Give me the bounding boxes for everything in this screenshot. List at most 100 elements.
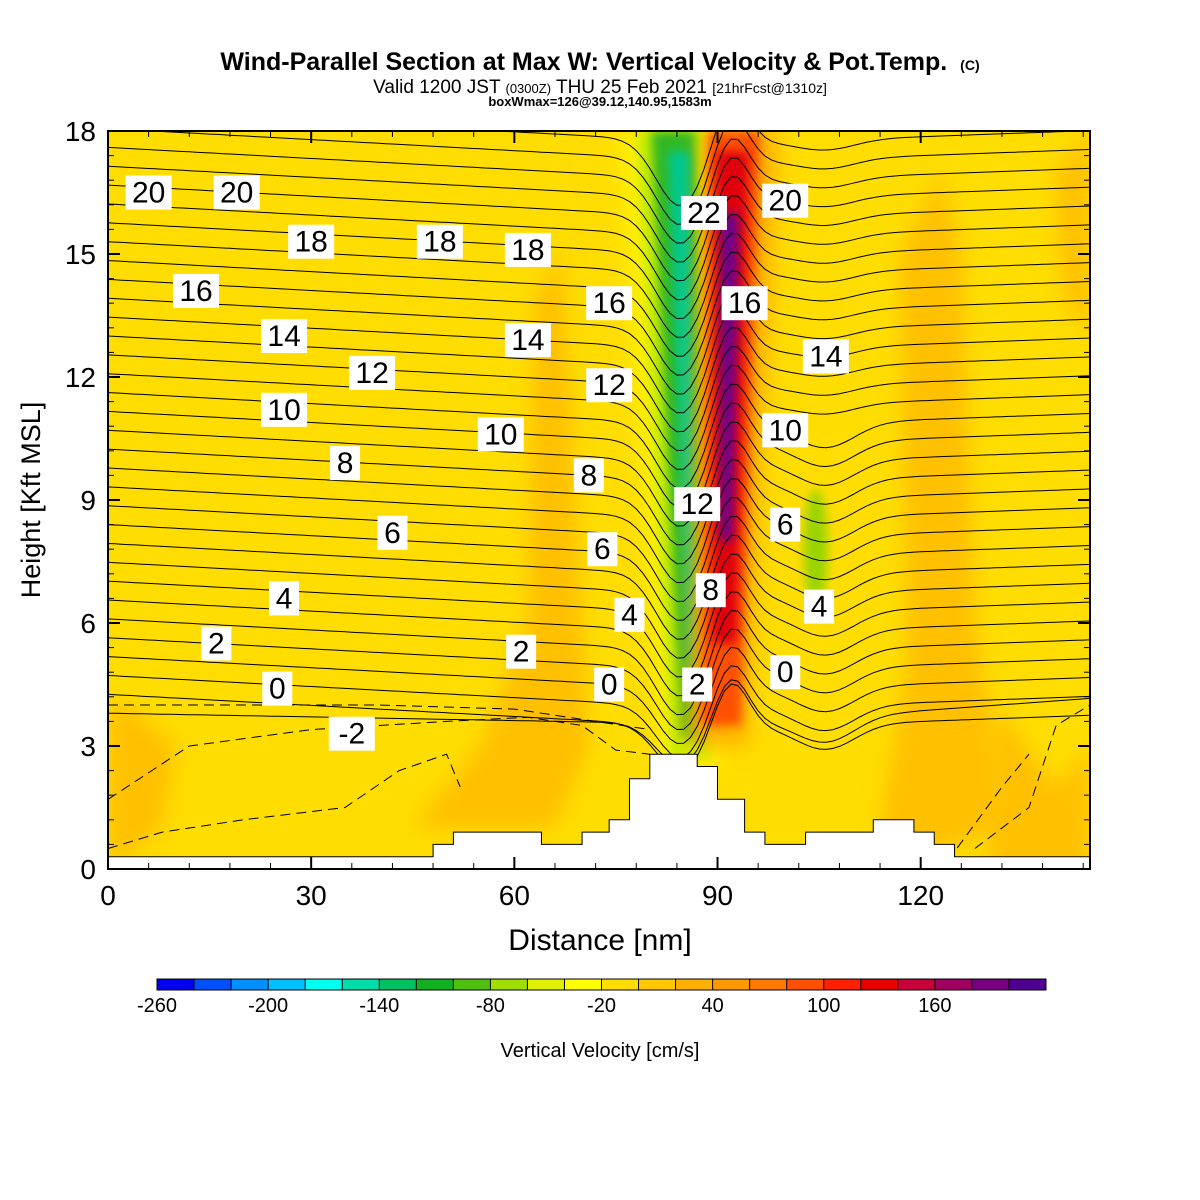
field-patch-warm bbox=[988, 705, 1090, 869]
isentrope-label: 22 bbox=[680, 196, 727, 230]
isentrope-label: 18 bbox=[504, 232, 551, 267]
isentrope-line-dashed bbox=[108, 716, 650, 800]
isentrope-label-box bbox=[721, 286, 768, 321]
isentrope-line-dashed bbox=[108, 753, 461, 849]
isentrope-label-text: 2 bbox=[513, 636, 530, 669]
x-tick-label: 30 bbox=[296, 880, 327, 911]
isentrope-label-box bbox=[594, 667, 625, 702]
isentrope-label: 4 bbox=[269, 581, 300, 616]
isentrope-label-box bbox=[377, 515, 408, 550]
isentrope-label: 14 bbox=[802, 339, 849, 374]
colorbar-swatch bbox=[786, 979, 825, 990]
subtitle-valid: Valid 1200 JST bbox=[373, 77, 501, 98]
isentrope-label-text: 8 bbox=[580, 459, 597, 492]
isentrope-label: 8 bbox=[573, 458, 604, 493]
colorbar-swatch bbox=[194, 979, 232, 990]
colorbar-tick-label: 160 bbox=[918, 995, 951, 1017]
isentrope-label-box bbox=[328, 716, 375, 751]
isentrope-label-text: 18 bbox=[423, 226, 456, 259]
isentrope-label: 10 bbox=[762, 413, 809, 448]
isentrope-label-box bbox=[213, 175, 260, 210]
isentrope-label-box bbox=[504, 323, 551, 358]
isentrope-label-text: 14 bbox=[267, 320, 300, 353]
terrain bbox=[108, 753, 1090, 869]
isentrope-label-text: 6 bbox=[777, 509, 794, 542]
isentrope-label-box bbox=[586, 368, 633, 403]
isentrope-label: 8 bbox=[695, 573, 726, 608]
isentrope-label-box bbox=[762, 183, 809, 218]
subtitle-forecast: [21hrFcst@1310z] bbox=[712, 80, 827, 96]
isentrope-label-box bbox=[506, 634, 537, 669]
isentrope-label-text: 20 bbox=[769, 185, 802, 218]
isentrope-label-box bbox=[477, 417, 524, 452]
x-tick-label: 120 bbox=[897, 880, 944, 911]
isentrope-label-text: -2 bbox=[338, 718, 365, 751]
isentrope-label: 6 bbox=[377, 515, 408, 550]
isentrope-line bbox=[108, 232, 1090, 338]
subtitle-date: THU 25 Feb 2021 bbox=[556, 77, 707, 98]
isentrope-label-box bbox=[262, 671, 293, 706]
colorbar-frame bbox=[156, 978, 1047, 991]
isentrope-label: 20 bbox=[213, 175, 260, 210]
y-tick-label: 3 bbox=[80, 731, 96, 762]
colorbar-tick-label: 100 bbox=[807, 995, 840, 1017]
colorbar-swatch bbox=[1008, 979, 1047, 990]
isentrope-label: 8 bbox=[330, 446, 361, 481]
colorbar-swatch bbox=[897, 979, 936, 990]
colorbar-swatch bbox=[268, 979, 306, 990]
y-tick-label: 18 bbox=[65, 116, 96, 147]
isentrope-label-text: 0 bbox=[777, 656, 794, 689]
isentrope-label: 6 bbox=[587, 532, 618, 567]
x-tick-label: 90 bbox=[702, 880, 733, 911]
isentrope-label: 2 bbox=[506, 634, 537, 669]
isentrope-line bbox=[108, 289, 1090, 395]
isentrope-line bbox=[108, 138, 1090, 244]
isentrope-label-text: 8 bbox=[337, 447, 354, 480]
isentrope-label: 0 bbox=[594, 667, 625, 702]
isentrope-label-box bbox=[614, 597, 645, 632]
isentrope-label-box bbox=[770, 655, 801, 690]
isentrope-label-box bbox=[261, 392, 308, 427]
colorbar-swatch bbox=[379, 979, 417, 990]
isentrope-label-box bbox=[416, 224, 463, 259]
isentrope-label: 0 bbox=[262, 671, 293, 706]
colorbar-tick-label: -200 bbox=[248, 995, 288, 1017]
isentrope-label-box bbox=[804, 589, 835, 624]
isentrope-label-text: 12 bbox=[681, 488, 714, 521]
isentrope-label: 12 bbox=[586, 368, 633, 403]
colorbar-swatch bbox=[416, 979, 454, 990]
isentrope-label-text: 12 bbox=[355, 357, 388, 390]
isentrope-line bbox=[108, 679, 1090, 765]
isentrope-line-dashed bbox=[974, 704, 1090, 849]
isentrope-label-text: 10 bbox=[267, 394, 300, 427]
isentrope-label-text: 12 bbox=[592, 369, 625, 402]
isentrope-label-text: 18 bbox=[294, 226, 327, 259]
isentrope-label-box bbox=[201, 626, 232, 661]
isentrope-label-text: 14 bbox=[511, 324, 544, 357]
isentrope-label-box bbox=[125, 175, 172, 210]
isentrope-label-box bbox=[770, 507, 801, 542]
isentrope-label-text: 20 bbox=[132, 177, 165, 210]
isentrope-label-text: 4 bbox=[811, 591, 828, 624]
colorbar-swatch bbox=[823, 979, 862, 990]
colorbar-swatch bbox=[490, 979, 528, 990]
colorbar-swatch bbox=[157, 979, 195, 990]
isentrope-label: 6 bbox=[770, 507, 801, 542]
field-patch-warm bbox=[873, 172, 1009, 869]
isentrope-label: 10 bbox=[477, 417, 524, 452]
colorbar-swatch bbox=[860, 979, 899, 990]
isentrope-label-box bbox=[674, 487, 721, 522]
colorbar: -260 -200 -140 -80 -20 40 100 160 bbox=[137, 978, 1047, 1017]
colorbar-swatch bbox=[971, 979, 1010, 990]
colorbar-swatch bbox=[342, 979, 380, 990]
isentrope-label: 14 bbox=[504, 323, 551, 358]
isentrope-line bbox=[108, 628, 1090, 731]
isentrope-label-text: 20 bbox=[220, 177, 253, 210]
isentrope-label-text: 10 bbox=[769, 414, 802, 447]
isentrope-line bbox=[108, 157, 1090, 263]
isentrope-label-box bbox=[349, 355, 396, 390]
colorbar-swatch bbox=[675, 979, 714, 990]
